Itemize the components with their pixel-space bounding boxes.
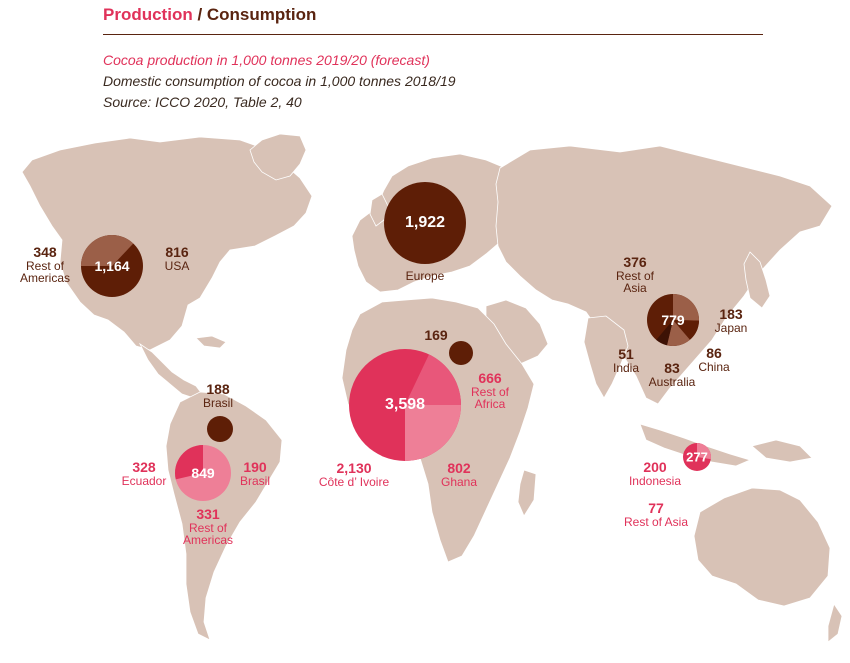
label-india-name: India (612, 360, 640, 375)
label-ghana-name: Ghana (440, 474, 478, 489)
label-australia-name: Australia (648, 374, 696, 389)
sa-production-total: 849 (191, 465, 215, 481)
land-new-zealand (827, 603, 843, 643)
label-australia: 83 Australia (649, 361, 696, 388)
africa-ghana-segment (405, 405, 461, 461)
land-uk (369, 193, 389, 227)
bubble-brazil-consumption (207, 416, 233, 442)
label-sa-rest: 331 Rest of Americas (177, 507, 239, 547)
label-asia-rest-production-value: 77 (648, 500, 664, 516)
label-indonesia: 200 Indonesia (629, 460, 681, 487)
label-indonesia-name: Indonesia (628, 473, 682, 488)
label-africa-rest-value: 666 (478, 370, 502, 386)
label-europe-name: Europe (405, 269, 445, 283)
label-sa-rest-name: Rest of Americas (182, 520, 233, 548)
subtitle-consumption: Domestic consumption of cocoa in 1,000 t… (103, 73, 456, 89)
land-central-america (138, 342, 203, 399)
label-asia-rest-value: 376 (623, 254, 647, 270)
label-asia-rest: 376 Rest of Asia (611, 255, 659, 295)
land-australia (693, 487, 831, 607)
label-ghana-value: 802 (447, 460, 471, 476)
label-north-africa-value: 169 (424, 327, 448, 343)
label-indonesia-value: 200 (643, 459, 667, 475)
label-ghana: 802 Ghana (441, 461, 477, 488)
label-japan-name: Japan (714, 320, 748, 335)
land-india (583, 315, 629, 399)
label-china-value: 86 (706, 345, 722, 361)
label-cote-divoire-value: 2,130 (336, 460, 372, 476)
label-brazil-consumption-name: Brasil (202, 395, 234, 410)
label-sa-rest-value: 331 (196, 506, 220, 522)
na-consumption-total: 1,164 (94, 258, 130, 274)
label-china: 86 China (698, 346, 729, 373)
land-japan (743, 251, 771, 309)
source-note: Source: ICCO 2020, Table 2, 40 (103, 94, 302, 110)
label-brazil-consumption-value: 188 (206, 381, 230, 397)
land-madagascar (517, 469, 537, 517)
label-asia-rest-production: 77 Rest of Asia (624, 501, 688, 528)
label-na-usa-name: USA (164, 258, 190, 273)
label-na-rest-value: 348 (33, 244, 57, 260)
asia-australia-segment (666, 320, 690, 346)
label-na-usa-value: 816 (165, 244, 189, 260)
bubble-europe (384, 182, 466, 264)
title-rule (103, 34, 763, 35)
bubble-asia-production (683, 442, 712, 471)
label-europe: Europe (406, 270, 445, 283)
label-ecuador-name: Ecuador (121, 473, 167, 488)
label-brazil-production-value: 190 (243, 459, 267, 475)
bubble-south-america-production (175, 445, 231, 501)
label-africa-rest-name: Rest of Africa (470, 384, 509, 412)
label-india-value: 51 (618, 346, 634, 362)
africa-production-total: 3,598 (384, 396, 426, 413)
label-africa-rest: 666 Rest of Africa (465, 371, 515, 411)
label-brazil-production: 190 Brasil (240, 460, 270, 487)
bubble-asia-consumption (647, 294, 700, 346)
asia-production-total: 277 (686, 449, 708, 465)
land-north-america (21, 136, 313, 351)
label-asia-rest-production-name: Rest of Asia (623, 514, 689, 529)
europe-consumption-total: 1,922 (404, 214, 446, 231)
label-japan-value: 183 (719, 306, 743, 322)
chart-title: Production / Consumption (103, 5, 316, 25)
title-production: Production (103, 5, 193, 24)
bubble-north-africa (449, 341, 473, 365)
label-japan: 183 Japan (715, 307, 748, 334)
label-australia-value: 83 (664, 360, 680, 376)
label-na-rest: 348 Rest of Americas (14, 245, 76, 285)
label-na-usa: 816 USA (165, 245, 190, 272)
asia-japan-segment (673, 294, 700, 321)
label-china-name: China (698, 359, 730, 374)
label-india: 51 India (613, 347, 639, 374)
bubble-north-america (80, 234, 143, 297)
label-north-africa: 169 (424, 328, 447, 343)
land-new-guinea (751, 439, 813, 463)
label-asia-rest-name: Rest of Asia (615, 268, 654, 296)
label-cote-divoire-name: Côte d’ Ivoire (318, 474, 390, 489)
land-cuba (195, 335, 227, 349)
label-cote-divoire: 2,130 Côte d’ Ivoire (319, 461, 389, 488)
label-brazil-production-name: Brasil (239, 473, 271, 488)
asia-china-segment (673, 320, 699, 340)
title-separator: / (192, 5, 207, 24)
sa-ecuador-segment (175, 445, 203, 480)
land-asia (495, 145, 833, 405)
title-consumption: Consumption (206, 5, 317, 24)
asia-india-segment (656, 320, 673, 346)
label-ecuador-value: 328 (132, 459, 156, 475)
subtitle-production: Cocoa production in 1,000 tonnes 2019/20… (103, 52, 430, 68)
na-rest-segment (80, 234, 134, 266)
land-greenland (249, 133, 307, 181)
land-masses (21, 133, 843, 643)
asia-consumption-total: 779 (661, 312, 685, 328)
label-brazil-consumption: 188 Brasil (203, 382, 233, 409)
asia-rest-production-segment (697, 442, 712, 460)
label-na-rest-name: Rest of Americas (19, 258, 70, 286)
africa-rest-segment (405, 354, 461, 405)
bubble-africa-production (349, 349, 461, 461)
label-ecuador: 328 Ecuador (122, 460, 167, 487)
